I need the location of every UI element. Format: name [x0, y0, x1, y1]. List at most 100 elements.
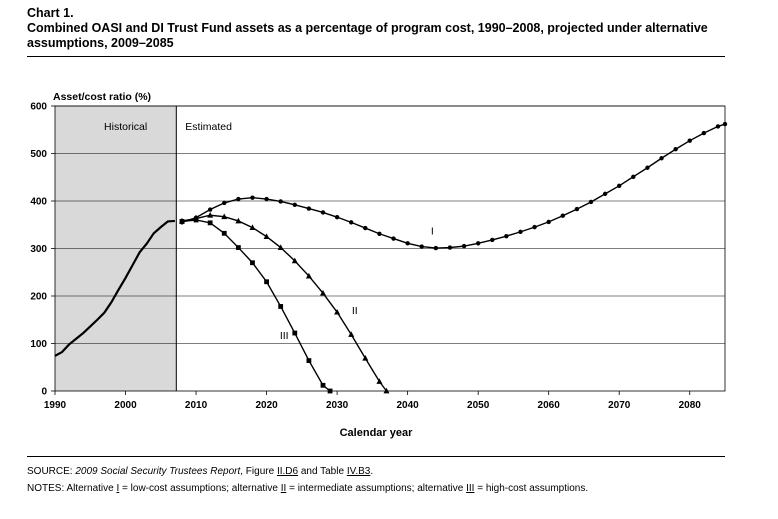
point-alternative-ii [305, 272, 312, 279]
point-alternative-i [306, 206, 312, 211]
notes-alt-2: II [280, 483, 287, 494]
y-tick-label: 500 [30, 149, 47, 160]
notes-part-3: = intermediate assumptions; alternative [286, 483, 467, 494]
x-tick-label: 2030 [326, 400, 349, 411]
y-tick-label: 0 [41, 387, 47, 398]
point-alternative-i [278, 199, 283, 204]
notes-part-1: NOTES: Alternative [27, 483, 117, 494]
point-alternative-i [687, 138, 692, 143]
point-alternative-iii [207, 220, 213, 226]
point-alternative-i [588, 199, 594, 205]
source-report-title: 2009 Social Security Trustees Report [75, 466, 241, 477]
y-tick-label: 300 [30, 244, 47, 255]
x-axis-label: Calendar year [340, 427, 413, 439]
source-table: IV.B3 [346, 466, 371, 477]
point-alternative-i [645, 165, 650, 170]
region-label-estimated: Estimated [185, 121, 232, 133]
source-mid: , Figure [240, 466, 277, 477]
notes-part-4: = high-cost assumptions. [474, 483, 589, 494]
point-alternative-i [701, 130, 707, 136]
series-line-historical [54, 219, 175, 357]
x-tick-label: 2050 [467, 400, 490, 411]
point-alternative-ii [249, 224, 256, 230]
y-tick-label: 200 [30, 292, 47, 303]
source-figure: II.D6 [276, 466, 299, 477]
point-alternative-ii [207, 212, 214, 218]
point-alternative-iii [306, 358, 312, 363]
notes-alt-3: III [466, 483, 475, 494]
point-alternative-i [461, 243, 467, 249]
y-tick-label: 400 [30, 197, 47, 208]
x-tick-label: 2000 [114, 400, 137, 411]
point-alternative-i [419, 244, 424, 249]
point-alternative-i [236, 196, 241, 202]
point-alternative-iii [193, 217, 199, 223]
x-tick-label: 1990 [44, 400, 67, 411]
point-alternative-i [504, 233, 509, 239]
x-tick-label: 2070 [608, 400, 631, 411]
x-tick-label: 2060 [538, 400, 561, 411]
point-alternative-i [560, 213, 565, 218]
point-alternative-i [659, 156, 664, 161]
y-tick-label: 600 [30, 102, 47, 113]
point-alternative-ii [362, 355, 369, 361]
point-alternative-ii [291, 257, 298, 264]
point-alternative-i [532, 224, 537, 230]
point-alternative-i [377, 231, 382, 236]
series-line-alternative-ii [181, 214, 388, 392]
series-label-alternative-i: I [431, 225, 434, 237]
x-tick-label: 2080 [679, 400, 702, 411]
point-alternative-i [405, 241, 410, 246]
x-tick-label: 2010 [185, 400, 208, 411]
point-alternative-ii [334, 308, 341, 315]
point-alternative-iii [221, 230, 227, 236]
footer: SOURCE: 2009 Social Security Trustees Re… [27, 456, 725, 497]
chart-number: Chart 1. [27, 6, 74, 20]
series-line-alternative-i [181, 123, 726, 249]
point-alternative-iii [179, 219, 185, 224]
y-tick-label: 100 [30, 339, 47, 350]
series-label-alternative-iii: III [280, 330, 289, 342]
source-and: and Table [298, 466, 347, 477]
point-alternative-ii [221, 213, 228, 220]
point-alternative-i [363, 225, 368, 231]
point-alternative-ii [376, 378, 383, 384]
point-alternative-ii [263, 233, 270, 240]
point-alternative-iii [292, 330, 298, 336]
source-label: SOURCE: [27, 466, 76, 477]
point-alternative-ii [383, 387, 390, 394]
point-alternative-ii [277, 244, 284, 250]
point-alternative-i [518, 229, 523, 235]
point-alternative-i [222, 200, 227, 206]
point-alternative-ii [235, 217, 242, 224]
notes: NOTES: Alternative I = low-cost assumpti… [27, 480, 725, 497]
point-alternative-i [490, 237, 495, 243]
point-alternative-i [250, 195, 255, 200]
point-alternative-iii [235, 245, 241, 250]
point-alternative-iii [264, 279, 269, 285]
point-alternative-i [673, 147, 678, 152]
point-alternative-ii [348, 331, 355, 337]
region-label-historical: Historical [104, 121, 147, 133]
point-alternative-i [447, 245, 453, 250]
series-line-alternative-iii [181, 219, 331, 392]
notes-alt-1: I [116, 483, 120, 494]
title-block: Chart 1. Combined OASI and DI Trust Fund… [27, 6, 725, 57]
notes-part-2: = low-cost assumptions; alternative [119, 483, 281, 494]
point-alternative-i [602, 191, 608, 197]
point-alternative-i [334, 214, 340, 220]
point-alternative-i [433, 245, 439, 251]
point-alternative-i [391, 236, 396, 241]
chart-title: Combined OASI and DI Trust Fund assets a… [27, 21, 708, 50]
point-alternative-i [574, 206, 580, 212]
point-alternative-i [475, 241, 481, 246]
point-alternative-i [631, 174, 636, 179]
x-tick-label: 2020 [255, 400, 278, 411]
source-note: SOURCE: 2009 Social Security Trustees Re… [27, 463, 725, 480]
point-alternative-iii [320, 382, 326, 388]
point-alternative-ii [320, 289, 326, 296]
point-alternative-iii [278, 304, 284, 309]
y-axis-label: Asset/cost ratio (%) [53, 91, 151, 103]
point-alternative-i [715, 124, 721, 129]
